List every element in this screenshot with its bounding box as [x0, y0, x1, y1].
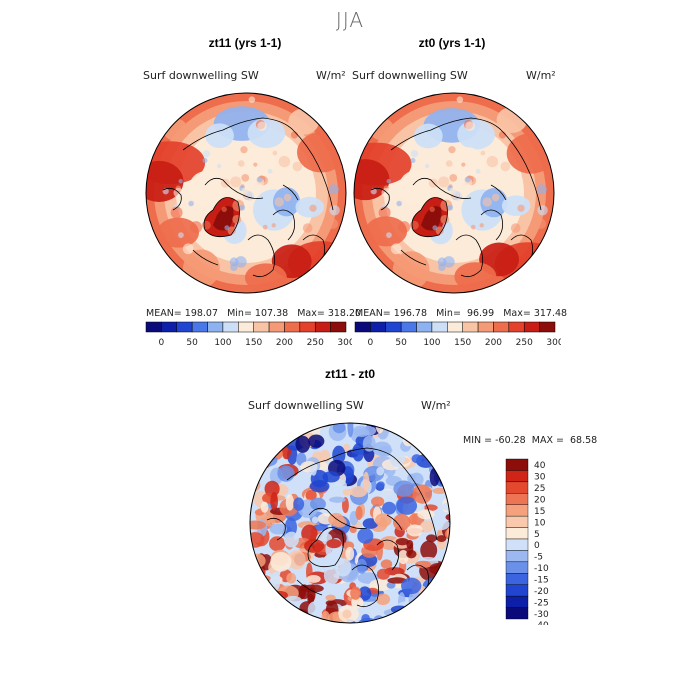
- colorbar-swatch: [505, 561, 529, 574]
- panel2-variable: Surf downwelling SW: [352, 69, 468, 82]
- panel2-map: [353, 92, 555, 294]
- panel2-map-border: [353, 92, 555, 294]
- colorbar-tick-label: 10: [534, 518, 546, 528]
- colorbar-swatch: [222, 321, 239, 333]
- diff-variable: Surf downwelling SW: [248, 399, 364, 412]
- panel1-variable: Surf downwelling SW: [143, 69, 259, 82]
- colorbar-swatch: [505, 470, 529, 483]
- colorbar-tick-label: 0: [159, 338, 165, 348]
- panel2-stats: MEAN= 196.78 Min= 96.99 Max= 317.48: [355, 308, 568, 319]
- colorbar-tick-label: 200: [276, 338, 293, 348]
- colorbar-swatch: [268, 321, 285, 333]
- panel2-units: W/m²: [526, 69, 556, 82]
- colorbar-swatch: [314, 321, 331, 333]
- colorbar-tick-label: 150: [245, 338, 262, 348]
- colorbar-tick-label: -40: [534, 621, 549, 625]
- colorbar-swatch: [523, 321, 540, 333]
- panel2-field: [354, 93, 554, 293]
- colorbar-swatch: [299, 321, 316, 333]
- diff-stats: MIN = -60.28 MAX = 68.58: [463, 435, 598, 446]
- colorbar-swatch: [505, 504, 529, 517]
- panel1-stats: MEAN= 198.07 Min= 107.38 Max= 318.20: [146, 308, 362, 319]
- colorbar-swatch: [416, 321, 433, 333]
- colorbar-swatch: [447, 321, 463, 333]
- colorbar-swatch: [505, 481, 529, 494]
- colorbar-swatch: [462, 321, 479, 333]
- colorbar-swatch: [145, 321, 162, 333]
- colorbar-swatch: [161, 321, 178, 333]
- colorbar-swatch: [354, 321, 371, 333]
- colorbar-tick-label: -5: [534, 553, 543, 563]
- colorbar-tick-label: 50: [186, 338, 198, 348]
- colorbar-swatch: [505, 458, 529, 471]
- colorbar-swatch: [505, 538, 529, 551]
- panel1-field: [146, 93, 346, 293]
- colorbar-tick-label: 40: [534, 461, 546, 471]
- colorbar-swatch: [370, 321, 387, 333]
- colorbar-tick-label: 300: [337, 338, 352, 348]
- colorbar-swatch: [493, 321, 510, 333]
- colorbar-swatch: [505, 550, 529, 563]
- colorbar-tick-label: 150: [454, 338, 471, 348]
- colorbar-swatch: [238, 321, 254, 333]
- colorbar-swatch: [207, 321, 224, 333]
- colorbar-tick-label: 25: [534, 484, 545, 494]
- colorbar-tick-label: 20: [534, 496, 546, 506]
- colorbar-tick-label: 100: [214, 338, 231, 348]
- colorbar-swatch: [191, 321, 208, 333]
- colorbar-tick-label: -10: [534, 564, 549, 574]
- diff-map: [249, 422, 451, 624]
- panel1-map: [145, 92, 347, 294]
- colorbar-swatch: [330, 321, 347, 333]
- colorbar-swatch: [505, 573, 529, 585]
- colorbar-swatch: [505, 527, 529, 540]
- colorbar-swatch: [505, 515, 529, 528]
- panel2-title: zt0 (yrs 1-1): [418, 36, 486, 50]
- colorbar-swatch: [505, 595, 529, 608]
- colorbar-tick-label: 250: [516, 338, 533, 348]
- colorbar-tick-label: 200: [485, 338, 502, 348]
- colorbar-swatch: [505, 584, 529, 597]
- panel1-title: zt11 (yrs 1-1): [208, 36, 282, 50]
- colorbar-tick-label: -15: [534, 576, 549, 586]
- diff-title: zt11 - zt0: [324, 367, 375, 381]
- colorbar-swatch: [284, 321, 301, 333]
- colorbar-swatch: [505, 493, 529, 505]
- colorbar-swatch: [505, 607, 529, 620]
- colorbar-tick-label: -30: [534, 610, 549, 620]
- colorbar-tick-label: 30: [534, 473, 546, 483]
- diff-map-border: [249, 422, 451, 624]
- colorbar-tick-label: -20: [534, 587, 549, 597]
- colorbar-tick-label: 50: [395, 338, 407, 348]
- panel2-colorbar: 050100150200250300350: [354, 321, 561, 348]
- panel1-colorbar: 050100150200250300350: [145, 321, 352, 348]
- season-title: JJA: [335, 8, 365, 32]
- colorbar-swatch: [539, 321, 556, 333]
- colorbar-swatch: [385, 321, 402, 333]
- colorbar-tick-label: 0: [534, 541, 540, 551]
- colorbar-swatch: [176, 321, 193, 333]
- colorbar-tick-label: 300: [546, 338, 561, 348]
- colorbar-swatch: [253, 321, 270, 333]
- diff-field: [250, 423, 450, 623]
- colorbar-tick-label: 100: [423, 338, 440, 348]
- colorbar-swatch: [508, 321, 525, 333]
- colorbar-tick-label: -25: [534, 598, 549, 608]
- colorbar-swatch: [477, 321, 494, 333]
- diff-units: W/m²: [421, 399, 451, 412]
- colorbar-tick-label: 15: [534, 507, 545, 517]
- panel1-units: W/m²: [316, 69, 346, 82]
- panel1-map-border: [145, 92, 347, 294]
- colorbar-swatch: [431, 321, 448, 333]
- colorbar-tick-label: 0: [368, 338, 374, 348]
- colorbar-tick-label: 5: [534, 530, 540, 540]
- colorbar-swatch: [400, 321, 417, 333]
- colorbar-tick-label: 250: [307, 338, 324, 348]
